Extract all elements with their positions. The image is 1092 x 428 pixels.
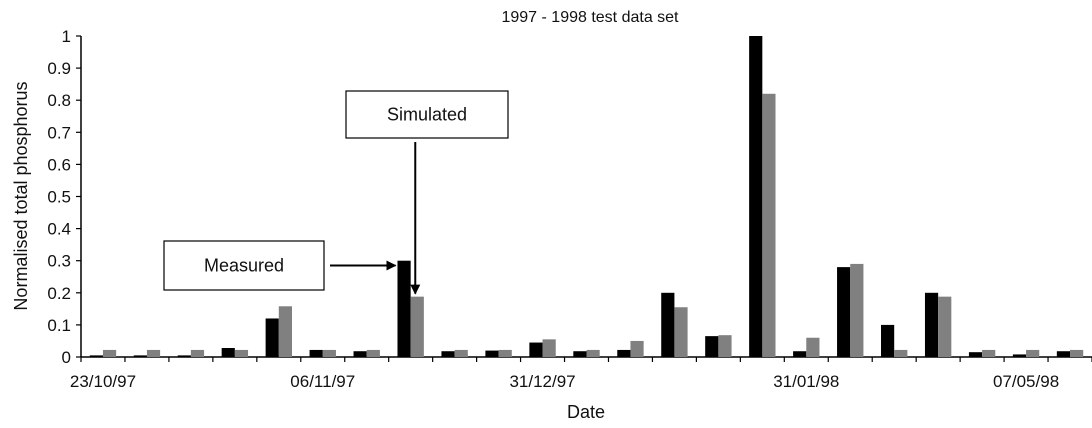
x-tick-label: 31/12/97 (509, 372, 575, 391)
bar-series-1 (221, 348, 235, 357)
y-tick-label: 0 (62, 348, 71, 367)
annotation-label-measured: Measured (204, 256, 284, 276)
bar-series-2 (1026, 349, 1040, 357)
bar-series-1 (353, 351, 367, 357)
bar-series-2 (850, 263, 864, 357)
y-tick-label: 1 (62, 27, 71, 46)
chart-title: 1997 - 1998 test data set (501, 9, 679, 26)
bar-series-2 (190, 349, 205, 357)
y-ticks: 0 0.1 0.2 0.3 0.4 0.5 0.6 0.7 0.8 0.9 1 (47, 27, 81, 367)
y-tick-label: 0.5 (47, 188, 71, 207)
bar-series-1 (309, 349, 323, 357)
y-tick-label: 0.4 (47, 220, 71, 239)
bar-series-2 (806, 337, 820, 357)
x-tick-label: 06/11/97 (290, 372, 355, 391)
bar-series-1 (705, 336, 719, 357)
y-tick-label: 0.6 (47, 155, 71, 174)
bar-series-2 (102, 349, 117, 357)
bar-series-2 (718, 335, 732, 357)
bar-series-1 (265, 318, 279, 357)
bar-series-1 (661, 292, 675, 357)
y-tick-label: 0.9 (47, 59, 71, 78)
bar-series-1 (397, 260, 411, 357)
bar-series-1 (573, 351, 587, 357)
bar-series-1 (485, 350, 499, 357)
bar-series-2 (498, 349, 512, 357)
bar-series-1 (133, 355, 147, 357)
y-tick-label: 0.8 (47, 91, 71, 110)
bar-series-1 (441, 351, 455, 357)
annotation-label-simulated: Simulated (387, 105, 467, 125)
bar-series-1 (1012, 354, 1027, 357)
x-axis-label: Date (567, 402, 605, 422)
y-tick-label: 0.7 (47, 123, 71, 142)
bar-series-2 (674, 307, 688, 357)
bar-series-1 (793, 351, 807, 357)
y-tick-label: 0.3 (47, 252, 71, 271)
bar-series-1 (881, 324, 895, 357)
y-tick-label: 0.1 (47, 316, 71, 335)
annotation-box-measured (163, 240, 325, 291)
bar-series-2 (542, 339, 556, 357)
bar-series-2 (454, 349, 468, 357)
bar-series-2 (982, 349, 996, 357)
bar-series-2 (894, 349, 908, 357)
bar-series-2 (366, 349, 380, 357)
bar-series-2 (762, 93, 776, 357)
y-tick-label: 0.2 (47, 284, 71, 303)
bar-series-1 (617, 349, 631, 357)
bar-series-2 (146, 349, 161, 357)
bar-series-2 (630, 340, 644, 357)
bar-series-2 (938, 296, 952, 357)
y-axis-label: Normalised total phosphorus (11, 81, 31, 310)
bar-series-1 (837, 267, 851, 357)
bar-series-1 (924, 292, 939, 357)
x-ticks: 23/10/97 06/11/97 31/12/97 31/01/98 07/05/98 (70, 357, 1092, 391)
bar-series-2 (1070, 349, 1084, 357)
x-tick-label: 07/05/98 (993, 372, 1059, 391)
x-tick-label: 23/10/97 (70, 372, 136, 391)
bar-series-1 (177, 355, 191, 357)
annotation-box-simulated (345, 90, 509, 139)
bar-series-1 (529, 342, 543, 357)
x-tick-label: 31/01/98 (773, 372, 839, 391)
bar-series-2 (586, 349, 600, 357)
annotations: Measured Simulated (163, 90, 509, 295)
bar-series-2 (234, 349, 249, 357)
bar-series-1 (1056, 351, 1071, 357)
bars (89, 36, 1084, 357)
bar-series-2 (278, 306, 292, 357)
bar-series-1 (968, 352, 983, 357)
bar-series-2 (410, 296, 424, 357)
bar-series-1 (749, 36, 763, 357)
bar-series-2 (322, 349, 336, 357)
bar-series-1 (89, 355, 103, 357)
